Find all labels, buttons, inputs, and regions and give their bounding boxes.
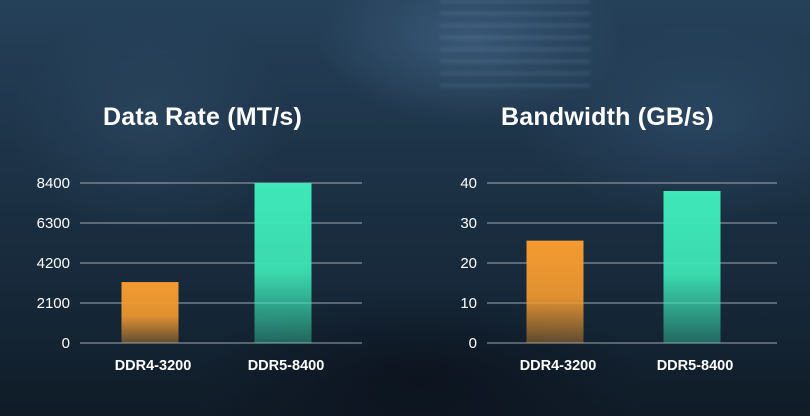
bandwidth-category-label: DDR4-3200 (520, 358, 597, 374)
bandwidth-y-tick-label: 0 (469, 335, 477, 352)
bandwidth-category-label: DDR5-8400 (657, 358, 734, 374)
data-rate-y-tick-label: 4200 (37, 255, 70, 272)
bandwidth-chart-title: Bandwidth (GB/s) (501, 103, 714, 131)
data-rate-chart-title: Data Rate (MT/s) (102, 103, 303, 131)
data-rate-y-tick-label: 0 (62, 335, 70, 352)
data-rate-y-tick-label: 6300 (37, 215, 70, 232)
data-rate-category-label: DDR4-3200 (115, 358, 192, 374)
data-rate-chart: 0 2100 4200 6300 8400 DDR4-3200 DDR5-8400 (37, 175, 362, 374)
data-rate-chart-panel: Data Rate (MT/s) 0 2100 4200 6300 8400 DDR4-3… (37, 103, 362, 374)
bandwidth-bar-ddr5-8400 (663, 191, 721, 343)
data-rate-category-label: DDR5-8400 (248, 358, 325, 374)
data-rate-y-tick-label: 8400 (37, 175, 70, 192)
bandwidth-y-tick-label: 20 (460, 255, 477, 272)
bandwidth-bar-ddr4-3200 (526, 240, 584, 343)
bandwidth-chart-panel: Bandwidth (GB/s) 0 10 20 30 40 DDR4-3200 DDR5-… (405, 0, 810, 416)
bandwidth-y-tick-label: 40 (460, 175, 477, 192)
data-rate-bar-ddr4-3200 (121, 282, 179, 343)
data-rate-bar-ddr5-8400 (254, 183, 312, 343)
bandwidth-y-tick-label: 10 (460, 295, 477, 312)
background-screen-glow (440, 0, 590, 90)
data-rate-y-tick-label: 2100 (37, 295, 70, 312)
bandwidth-chart: 0 10 20 30 40 DDR4-3200 DDR5-8400 (460, 175, 777, 374)
bandwidth-y-tick-label: 30 (460, 215, 477, 232)
